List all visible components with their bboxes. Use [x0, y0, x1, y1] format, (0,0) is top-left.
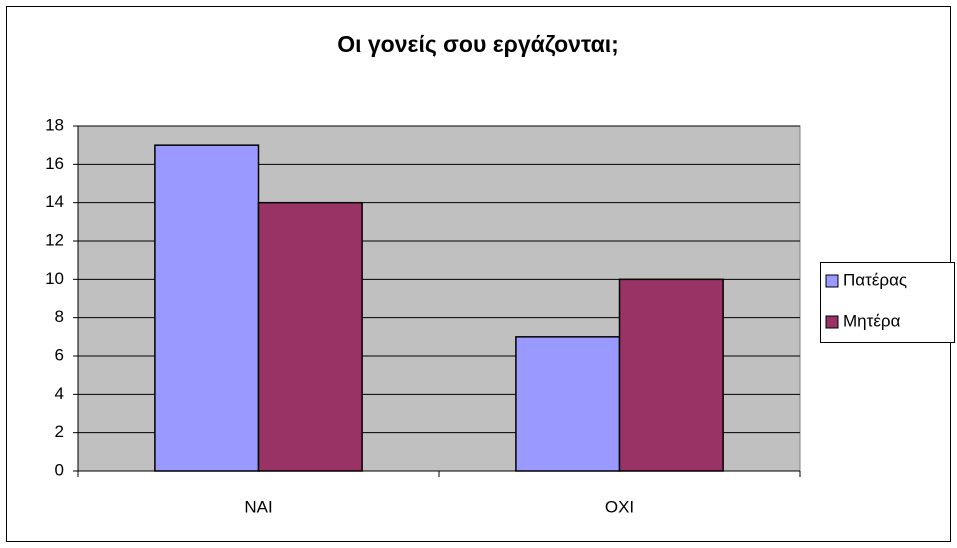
- legend-box: [820, 262, 955, 343]
- legend-label: Μητέρα: [843, 311, 901, 330]
- legend-label: Πατέρας: [843, 270, 907, 289]
- y-tick-label: 14: [45, 192, 64, 211]
- bar: [515, 336, 621, 472]
- legend-swatch: [825, 274, 839, 288]
- x-tick-label: NAI: [244, 497, 272, 516]
- bar: [257, 201, 363, 472]
- y-tick-label: 2: [55, 422, 64, 441]
- y-tick-label: 6: [55, 345, 64, 364]
- y-tick-label: 18: [45, 115, 64, 134]
- y-tick-label: 0: [55, 460, 64, 479]
- legend-swatch: [825, 315, 839, 329]
- y-tick-label: 16: [45, 154, 64, 173]
- y-tick-label: 4: [55, 384, 64, 403]
- x-tick-label: OXI: [605, 497, 634, 516]
- y-tick-label: 12: [45, 230, 64, 249]
- y-tick-label: 8: [55, 307, 64, 326]
- bar: [618, 278, 724, 472]
- y-tick-label: 10: [45, 269, 64, 288]
- chart-title: Οι γονείς σου εργάζονται;: [337, 31, 619, 57]
- bar: [154, 144, 260, 472]
